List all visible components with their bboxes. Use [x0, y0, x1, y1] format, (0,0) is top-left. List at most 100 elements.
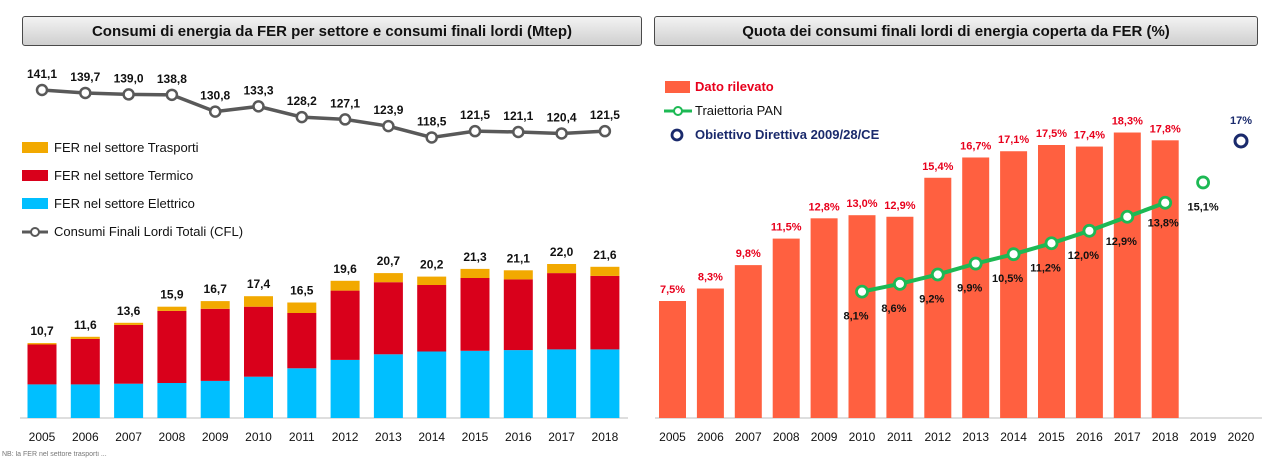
- x-tick-label-2009: 2009: [811, 430, 838, 444]
- pan-label-2016: 12,0%: [1068, 250, 1099, 262]
- total-label-2008: 15,9: [160, 288, 184, 302]
- cfl-label-2006: 139,7: [70, 70, 100, 84]
- bar-trasporti-2013: [373, 273, 403, 283]
- x-tick-label-2005: 2005: [659, 430, 686, 444]
- bar-dato-2011: [886, 216, 914, 418]
- bar-elettrico-2014: [417, 351, 447, 418]
- cfl-label-2009: 130,8: [200, 89, 230, 103]
- bar-label-2014: 17,1%: [998, 134, 1029, 146]
- cfl-label-2015: 121,5: [460, 108, 490, 122]
- total-label-2013: 20,7: [377, 254, 401, 268]
- cfl-point-2014: [425, 131, 438, 144]
- pan-point-2019: [1196, 175, 1210, 190]
- right-chart-title: Quota dei consumi finali lordi di energi…: [654, 16, 1258, 46]
- legend-marker: [673, 106, 683, 116]
- bar-label-2018: 17,8%: [1150, 123, 1181, 135]
- cfl-point-2008: [165, 88, 179, 102]
- x-tick-label-2007: 2007: [115, 430, 142, 444]
- pan-point-2011: [893, 276, 907, 291]
- bar-label-2011: 12,9%: [884, 200, 915, 212]
- bar-elettrico-2016: [503, 350, 533, 418]
- pan-label-2019: 15,1%: [1187, 201, 1218, 213]
- target-marker-2020: [1233, 133, 1249, 149]
- left-chart-title: Consumi di energia da FER per settore e …: [22, 16, 642, 46]
- bar-dato-2009: [810, 218, 838, 418]
- total-label-2016: 21,1: [507, 251, 531, 265]
- bar-trasporti-2012: [330, 280, 360, 291]
- bar-label-2009: 12,8%: [808, 201, 839, 213]
- legend-label-1: FER nel settore Termico: [54, 168, 193, 183]
- bar-dato-2016: [1075, 146, 1103, 418]
- bar-termico-2014: [417, 285, 447, 352]
- bar-elettrico-2010: [244, 376, 273, 418]
- pan-point-2013: [968, 256, 983, 271]
- bar-elettrico-2007: [114, 383, 144, 418]
- legend-label-0: Dato rilevato: [695, 79, 774, 94]
- cfl-label-2007: 139,0: [114, 71, 144, 85]
- x-tick-label-2019: 2019: [1190, 430, 1217, 444]
- cfl-point-2007: [122, 88, 135, 101]
- cfl-point-2006: [79, 86, 92, 100]
- pan-point-2014: [1006, 247, 1021, 262]
- bar-termico-2007: [114, 324, 144, 384]
- total-label-2005: 10,7: [30, 324, 54, 338]
- x-tick-label-2008: 2008: [773, 430, 800, 444]
- bar-label-2016: 17,4%: [1074, 130, 1105, 142]
- bar-termico-2006: [70, 338, 100, 385]
- bar-termico-2012: [330, 290, 360, 360]
- x-tick-label-2009: 2009: [202, 430, 229, 444]
- cfl-point-2011: [295, 110, 309, 124]
- bar-trasporti-2008: [157, 306, 187, 311]
- cfl-label-2012: 127,1: [330, 96, 360, 110]
- bar-dato-2008: [772, 238, 800, 418]
- total-label-2011: 16,5: [290, 284, 314, 298]
- pan-point-2012: [930, 267, 945, 282]
- pan-label-2015: 11,2%: [1030, 262, 1061, 274]
- x-tick-label-2010: 2010: [245, 430, 272, 444]
- x-tick-label-2014: 2014: [418, 430, 445, 444]
- x-tick-label-2013: 2013: [962, 430, 989, 444]
- bar-trasporti-2010: [244, 296, 273, 307]
- x-tick-label-2007: 2007: [735, 430, 762, 444]
- cfl-point-2010: [252, 100, 265, 113]
- x-tick-label-2011: 2011: [289, 430, 315, 444]
- bar-elettrico-2012: [330, 359, 360, 418]
- legend-label-2: FER nel settore Elettrico: [54, 196, 195, 211]
- bar-elettrico-2013: [373, 354, 403, 418]
- cfl-point-2013: [382, 119, 395, 133]
- total-label-2006: 11,6: [74, 318, 97, 332]
- bar-label-2006: 8,3%: [698, 272, 723, 284]
- bar-dato-2005: [659, 301, 686, 418]
- legend-swatch-2: [22, 198, 48, 209]
- footnote: NB: la FER nel settore trasporti ...: [2, 451, 107, 458]
- bar-label-2010: 13,0%: [846, 198, 877, 210]
- x-tick-label-2017: 2017: [548, 430, 575, 444]
- pan-label-2018: 13,8%: [1148, 218, 1179, 230]
- bar-termico-2008: [157, 310, 187, 383]
- bar-dato-2017: [1113, 132, 1141, 418]
- bar-termico-2015: [460, 278, 490, 351]
- cfl-label-2010: 133,3: [243, 83, 273, 97]
- x-tick-label-2006: 2006: [697, 430, 724, 444]
- bar-termico-2016: [503, 279, 533, 351]
- bar-label-2013: 16,7%: [960, 140, 991, 152]
- cfl-point-2015: [468, 124, 482, 138]
- bar-elettrico-2006: [70, 384, 100, 418]
- fer-consumption-chart: 10,7 2005 11,6 2006 13,6 2007 15,9 2008 16,7 2009…: [20, 67, 628, 444]
- bar-elettrico-2015: [460, 350, 490, 418]
- bar-trasporti-2018: [590, 266, 620, 276]
- pan-label-2011: 8,6%: [881, 303, 906, 315]
- bar-termico-2018: [590, 275, 620, 350]
- legend-swatch-1: [22, 170, 48, 181]
- bar-trasporti-2015: [460, 268, 490, 278]
- bar-elettrico-2009: [200, 380, 230, 418]
- bar-elettrico-2017: [547, 349, 577, 418]
- cfl-label-2013: 123,9: [373, 103, 403, 117]
- bar-elettrico-2008: [157, 383, 187, 418]
- legend-marker: [30, 227, 40, 237]
- total-label-2017: 22,0: [550, 245, 574, 259]
- legend-label-0: FER nel settore Trasporti: [54, 140, 199, 155]
- total-label-2012: 19,6: [333, 262, 357, 276]
- bar-termico-2013: [373, 282, 403, 355]
- x-tick-label-2020: 2020: [1228, 430, 1255, 444]
